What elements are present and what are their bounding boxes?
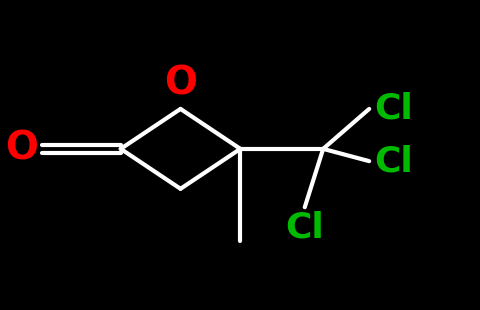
Text: Cl: Cl [373, 92, 412, 126]
Text: O: O [5, 130, 38, 168]
Text: Cl: Cl [285, 210, 324, 244]
Text: Cl: Cl [373, 144, 412, 178]
Text: O: O [164, 65, 197, 103]
